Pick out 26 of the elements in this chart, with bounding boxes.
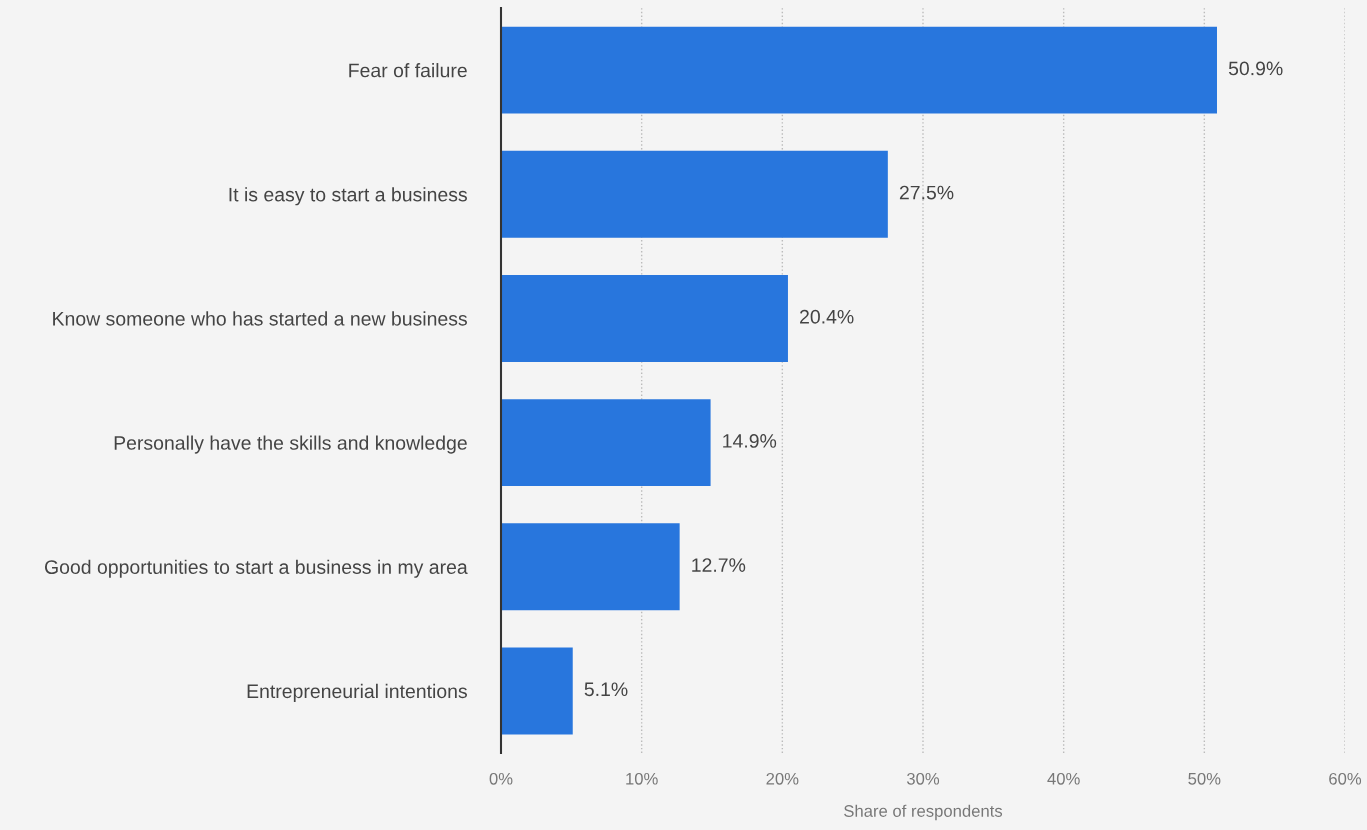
x-tick-label: 60% (1329, 772, 1362, 785)
data-label: 27.5% (899, 185, 954, 200)
bar (501, 150, 888, 238)
y-tick-label: Know someone who has started a new business (53, 311, 467, 326)
x-tick-label: 20% (766, 772, 799, 785)
data-label: 14.9% (723, 434, 777, 448)
data-label: 5.1% (584, 682, 628, 697)
y-tick-label: Good opportunities to start a business in my area (44, 559, 468, 578)
data-label: 12.7% (692, 558, 746, 572)
bar (501, 523, 680, 611)
data-label: 20.4% (800, 309, 854, 324)
x-axis-title: Share of respondents (844, 804, 1003, 821)
x-tick-label: 40% (1047, 772, 1080, 785)
y-tick-label: It is easy to start a business (229, 187, 467, 206)
x-tick-label: 50% (1188, 772, 1221, 785)
bar (501, 399, 711, 487)
bar (501, 26, 1217, 114)
bar (501, 647, 573, 735)
y-tick-label: Fear of failure (349, 63, 467, 78)
y-tick-label: Personally have the skills and knowledge (114, 435, 467, 454)
data-label: 50.9% (1228, 61, 1283, 76)
x-tick-label: 30% (906, 772, 940, 785)
y-tick-label: Entrepreneurial intentions (247, 683, 467, 702)
x-tick-label: 0% (489, 772, 513, 785)
x-tick-label: 10% (626, 772, 658, 785)
bar (501, 274, 788, 362)
